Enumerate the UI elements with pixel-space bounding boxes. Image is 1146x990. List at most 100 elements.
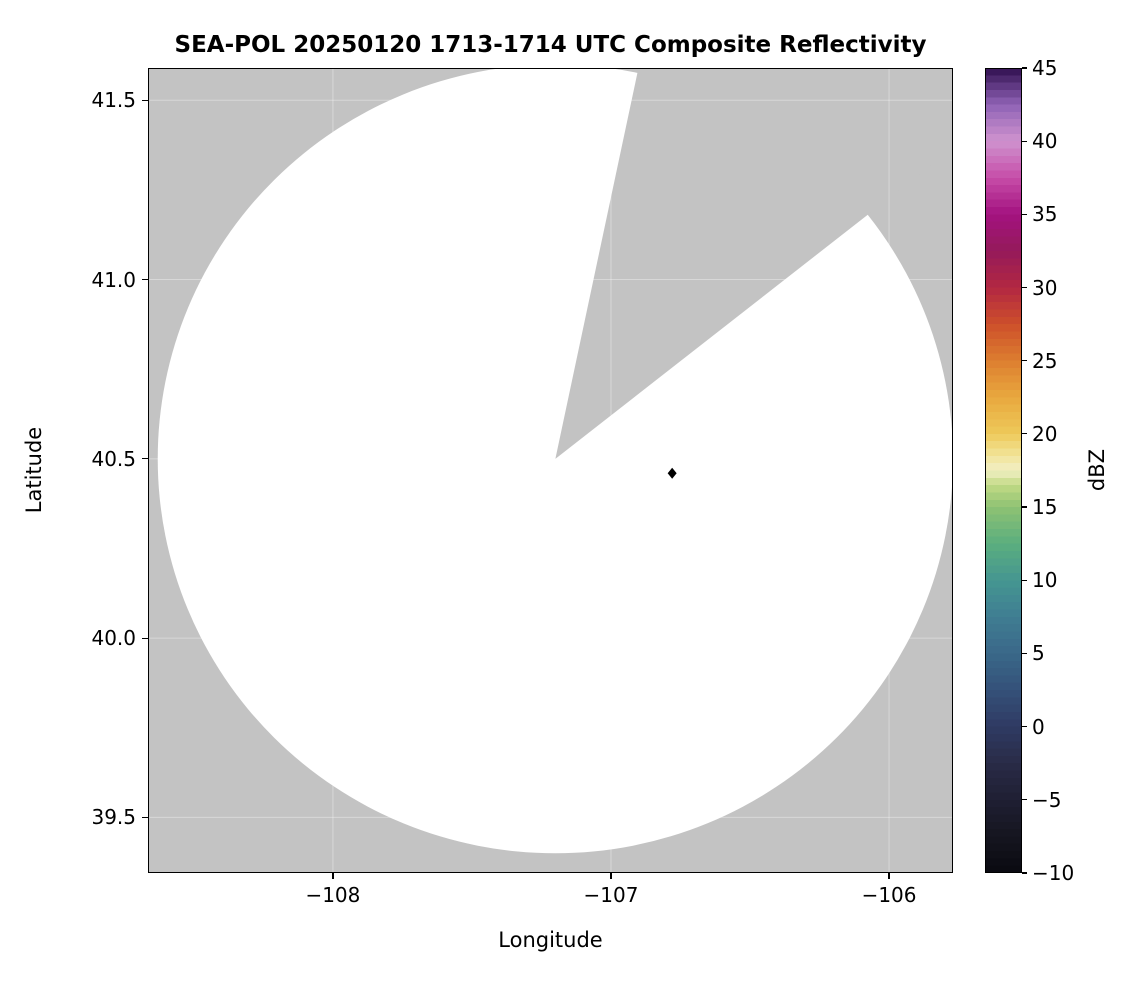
colorbar-band [985,858,1022,867]
y-tick-mark [142,637,148,639]
colorbar-band [985,448,1022,457]
colorbar-band [985,777,1022,786]
axes-frame [148,68,953,873]
colorbar-band [985,258,1022,267]
colorbar-band [985,865,1022,874]
colorbar-frame [985,68,1022,873]
colorbar-band [985,192,1022,201]
colorbar-band [985,675,1022,684]
colorbar-band [985,719,1022,728]
colorbar-band [985,104,1022,113]
colorbar-band [985,353,1022,362]
colorbar-band [985,309,1022,318]
colorbar-band [985,755,1022,764]
colorbar-band [985,741,1022,750]
colorbar-band [985,221,1022,230]
colorbar-tick-mark [1022,286,1027,289]
x-tick-mark [332,873,334,879]
colorbar-band [985,346,1022,355]
plot-title: SEA-POL 20250120 1713-1714 UTC Composite… [174,32,927,58]
y-tick-label: 39.5 [91,805,136,830]
colorbar-band [985,616,1022,625]
colorbar-band [985,712,1022,720]
y-tick-mark [142,816,148,818]
colorbar-tick-mark [1022,579,1027,581]
colorbar-band [985,119,1022,128]
colorbar-band [985,521,1022,530]
colorbar-band [985,155,1022,164]
colorbar-tick-label: 25 [1032,348,1058,373]
y-tick-label: 40.5 [91,446,136,471]
colorbar-tick-label: 35 [1032,202,1058,227]
y-tick-label: 40.0 [91,626,136,651]
colorbar-band [985,660,1022,669]
colorbar-tick-mark [1022,726,1027,728]
colorbar-tick-label: 30 [1032,275,1058,300]
colorbar-tick-mark [1022,433,1027,435]
colorbar-band [985,748,1022,757]
colorbar-band [985,272,1022,281]
colorbar-band [985,785,1022,794]
x-tick-mark [888,873,890,879]
colorbar-band [985,441,1022,450]
colorbar-band [985,492,1022,501]
colorbar-tick-label: 0 [1032,714,1045,739]
colorbar-band [985,690,1022,698]
colorbar-tick-mark [1022,872,1027,874]
colorbar-canvas [985,68,1022,874]
colorbar-band [985,207,1022,215]
colorbar-band [985,126,1022,135]
colorbar-band [985,485,1022,494]
x-axis-label: Longitude [498,928,603,952]
colorbar-band [985,529,1022,537]
y-tick-label: 41.0 [91,267,136,292]
colorbar-band [985,572,1022,581]
colorbar-band [985,602,1022,611]
colorbar-band [985,470,1022,479]
colorbar-band [985,836,1022,845]
colorbar-band [985,697,1022,706]
colorbar-band [985,646,1022,655]
colorbar-tick-label: 5 [1032,641,1045,666]
colorbar-band [985,214,1022,223]
colorbar-band [985,463,1022,472]
colorbar-band [985,536,1022,545]
colorbar-band [985,829,1022,838]
colorbar-band [985,558,1022,567]
colorbar-band [985,543,1022,552]
colorbar-band [985,250,1022,259]
colorbar-band [985,89,1022,98]
colorbar-tick-label: −10 [1032,861,1075,885]
blocked-sector-wedge [555,0,1044,459]
colorbar-band [985,111,1022,120]
colorbar-band [985,199,1022,208]
colorbar-band [985,580,1022,589]
colorbar-band [985,821,1022,830]
colorbar-band [985,324,1022,333]
colorbar-tick-mark [1022,652,1027,655]
colorbar-band [985,638,1022,647]
colorbar-band [985,368,1022,376]
colorbar-band [985,404,1022,413]
colorbar-tick-mark [1022,360,1027,362]
colorbar-band [985,360,1022,369]
colorbar-band [985,814,1022,823]
colorbar-band [985,148,1022,157]
colorbar-band [985,843,1022,852]
colorbar-band [985,455,1022,464]
colorbar-band [985,82,1022,91]
colorbar-tick-mark [1022,67,1027,69]
colorbar-band [985,507,1022,516]
colorbar-band [985,236,1022,245]
colorbar-band [985,624,1022,633]
colorbar-band [985,851,1022,859]
colorbar-tick-label: 10 [1032,568,1058,593]
colorbar-band [985,163,1022,172]
colorbar-band [985,799,1022,808]
colorbar-band [985,726,1022,735]
colorbar-band [985,265,1022,274]
colorbar-tick-mark [1022,506,1027,508]
colorbar-band [985,653,1022,662]
y-tick-mark [142,99,148,101]
